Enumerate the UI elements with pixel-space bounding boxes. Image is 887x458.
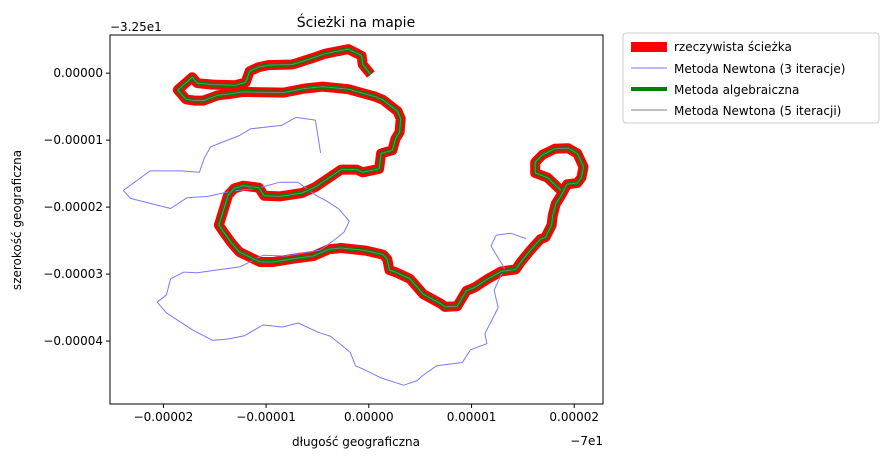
- legend-label-algebraic: Metoda algebraiczna: [674, 83, 799, 97]
- y-axis-label: szerokość geograficzna: [10, 150, 24, 290]
- y-tick-label: 0.00000: [53, 66, 103, 80]
- y-offset-label: −3.25e1: [110, 20, 162, 34]
- plot-frame: [109, 34, 604, 405]
- x-tick-label: 0.00000: [344, 410, 394, 424]
- x-offset-label: −7e1: [570, 434, 603, 448]
- legend: rzeczywista ścieżka Metoda Newtona (3 it…: [622, 32, 880, 124]
- chart-title: Ścieżki na mapie: [297, 13, 415, 31]
- y-tick-label: −0.00001: [43, 133, 103, 147]
- legend-label-newton-5: Metoda Newtona (5 iteracji): [674, 104, 841, 118]
- legend-label-true-path: rzeczywista ścieżka: [674, 40, 792, 54]
- series-line-0: [172, 44, 589, 312]
- y-tick-label: −0.00002: [43, 200, 103, 214]
- y-tick-label: −0.00003: [43, 267, 103, 281]
- x-tick-label: 0.00001: [447, 410, 497, 424]
- x-tick-label: 0.00002: [549, 410, 599, 424]
- axes: −0.00002 −0.00001 0.00000 0.00001 0.00002 0.0…: [43, 34, 604, 424]
- x-axis-label: długość geograficzna: [292, 435, 420, 449]
- x-tick-label: −0.00002: [134, 410, 194, 424]
- series-line-1: [122, 116, 527, 386]
- series-group: [122, 44, 589, 386]
- plot-area: [122, 44, 589, 386]
- y-tick-label: −0.00004: [43, 334, 103, 348]
- legend-frame: [622, 32, 880, 124]
- legend-label-newton-3: Metoda Newtona (3 iteracje): [674, 62, 845, 76]
- series-line-3: [177, 48, 584, 308]
- x-tick-label: −0.00001: [236, 410, 296, 424]
